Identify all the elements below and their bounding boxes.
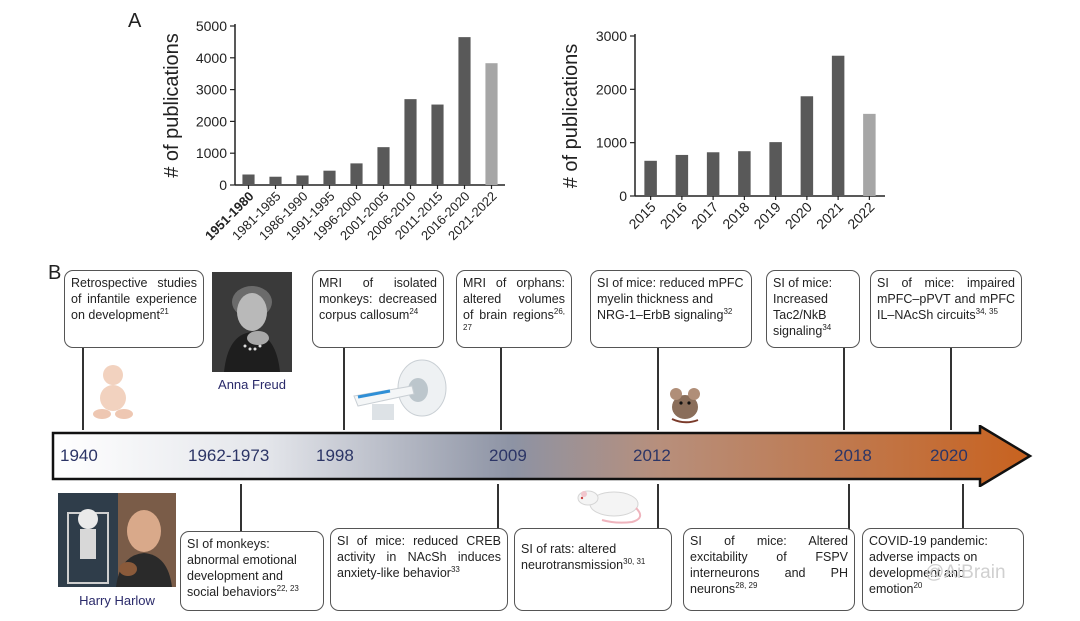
x-tick-label: 2021 xyxy=(813,199,846,232)
y-axis-label: # of publications xyxy=(161,33,183,178)
y-tick-label: 0 xyxy=(619,188,627,204)
y-tick-label: 0 xyxy=(219,177,227,193)
bar xyxy=(458,37,471,185)
event-box-top: MRI of isolated monkeys: decreased corpu… xyxy=(312,270,444,348)
x-tick-label: 2018 xyxy=(719,199,752,232)
bar xyxy=(296,175,309,185)
mri-scanner-icon xyxy=(353,359,447,420)
connector-line xyxy=(950,348,952,430)
year-label: 1940 xyxy=(60,446,98,465)
year-label: 2009 xyxy=(489,446,527,465)
y-tick-label: 2000 xyxy=(596,81,627,97)
y-axis-label: # of publications xyxy=(560,44,582,189)
y-tick-label: 2000 xyxy=(196,113,227,129)
year-label: 2020 xyxy=(930,446,968,465)
year-label: 2012 xyxy=(633,446,671,465)
event-box-top: SI of mice: reduced mPFC myelin thicknes… xyxy=(590,270,752,348)
x-tick-label: 2022 xyxy=(844,199,877,232)
panel-a-label: A xyxy=(128,10,142,32)
bar xyxy=(644,160,657,196)
bar xyxy=(485,63,498,185)
photo-caption: Harry Harlow xyxy=(79,593,155,608)
connector-line xyxy=(500,348,502,430)
timeline-arrow xyxy=(51,425,1033,487)
chart-publications-by-period: 0100020003000400050001951-19801981-19851… xyxy=(161,18,505,243)
x-tick-label: 2020 xyxy=(782,199,815,232)
connector-line xyxy=(240,484,242,532)
portrait-icon xyxy=(58,493,176,587)
x-tick-label: 2019 xyxy=(750,199,783,232)
watermark: @AiBrain xyxy=(925,562,1006,583)
rat-icon xyxy=(577,490,642,524)
bar xyxy=(269,176,282,185)
connector-line xyxy=(657,484,659,529)
event-box-top: SI of mice: Increased Tac2/NkB signaling… xyxy=(766,270,860,348)
y-tick-label: 5000 xyxy=(196,18,227,34)
bar xyxy=(675,154,689,196)
event-box-bottom: SI of rats: altered neurotransmission30,… xyxy=(514,528,672,611)
photo-caption: Anna Freud xyxy=(218,377,286,392)
y-tick-label: 3000 xyxy=(196,82,227,98)
connector-line xyxy=(82,348,84,430)
y-tick-label: 3000 xyxy=(596,28,627,44)
event-box-bottom: SI of monkeys: abnormal emotional develo… xyxy=(180,531,324,611)
year-label: 1998 xyxy=(316,446,354,465)
event-box-top: SI of mice: impaired mPFC–pPVT and mPFC … xyxy=(870,270,1022,348)
y-tick-label: 4000 xyxy=(196,50,227,66)
bar xyxy=(769,142,782,196)
x-tick-label: 2015 xyxy=(625,199,658,232)
bar xyxy=(377,147,390,185)
connector-line xyxy=(343,348,345,430)
x-tick-label: 2016 xyxy=(657,199,690,232)
event-box-bottom: SI of mice: reduced CREB activity in NAc… xyxy=(330,528,508,611)
connector-line xyxy=(843,348,845,430)
connector-line xyxy=(848,484,850,529)
connector-line xyxy=(497,484,499,529)
bar xyxy=(350,163,363,185)
year-label: 2018 xyxy=(834,446,872,465)
event-box-bottom: COVID-19 pandemic: adverse impacts on de… xyxy=(862,528,1024,611)
bar xyxy=(738,151,751,196)
bar xyxy=(404,99,417,185)
event-box-bottom: SI of mice: Altered excitability of FSPV… xyxy=(683,528,855,611)
bar xyxy=(431,104,444,185)
panel-b-label: B xyxy=(48,262,62,284)
year-label: 1962-1973 xyxy=(188,446,270,465)
portrait-icon xyxy=(212,272,292,372)
chart-publications-by-year: 0100020003000201520162017201820192020202… xyxy=(560,28,885,232)
bar xyxy=(242,174,255,185)
bar xyxy=(863,113,876,196)
event-box-top: Retrospective studies of infantile exper… xyxy=(64,270,204,348)
y-tick-label: 1000 xyxy=(196,145,227,161)
bar xyxy=(831,55,845,196)
event-box-top: MRI of orphans: altered volumes of brain… xyxy=(456,270,572,348)
y-tick-label: 1000 xyxy=(596,135,627,151)
bar xyxy=(706,152,720,196)
x-tick-label: 2017 xyxy=(688,199,721,232)
connector-line xyxy=(962,484,964,529)
baby-icon xyxy=(93,365,133,419)
bar xyxy=(800,96,814,196)
mouse-icon xyxy=(670,388,700,424)
bar xyxy=(323,170,336,185)
connector-line xyxy=(657,348,659,430)
